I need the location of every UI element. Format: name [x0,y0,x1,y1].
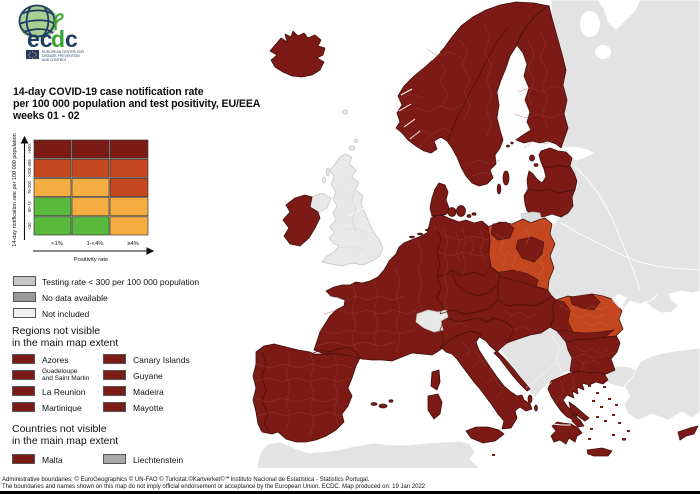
svg-text:1-<4%: 1-<4% [87,241,104,247]
svg-text:<1%: <1% [51,241,63,247]
svg-text:75-200: 75-200 [27,180,32,194]
svg-text:≥4%: ≥4% [127,241,139,247]
svg-text:Positivity rate: Positivity rate [74,257,108,263]
svg-text:c: c [65,26,78,52]
svg-text:AND CONTROL: AND CONTROL [42,58,67,62]
svg-text:<50: <50 [27,222,32,230]
svg-text:EUROPEAN CENTRE FOR: EUROPEAN CENTRE FOR [42,50,85,54]
svg-text:ec: ec [27,26,53,52]
svg-text:d: d [51,26,65,52]
svg-text:>200-499: >200-499 [27,159,32,177]
svg-text:50-74: 50-74 [27,201,32,212]
svg-text:DISEASE PREVENTION: DISEASE PREVENTION [42,54,80,58]
svg-text:>500: >500 [27,144,32,154]
svg-text:14-day notification rate per 1: 14-day notification rate per 100 000 pop… [12,133,18,246]
